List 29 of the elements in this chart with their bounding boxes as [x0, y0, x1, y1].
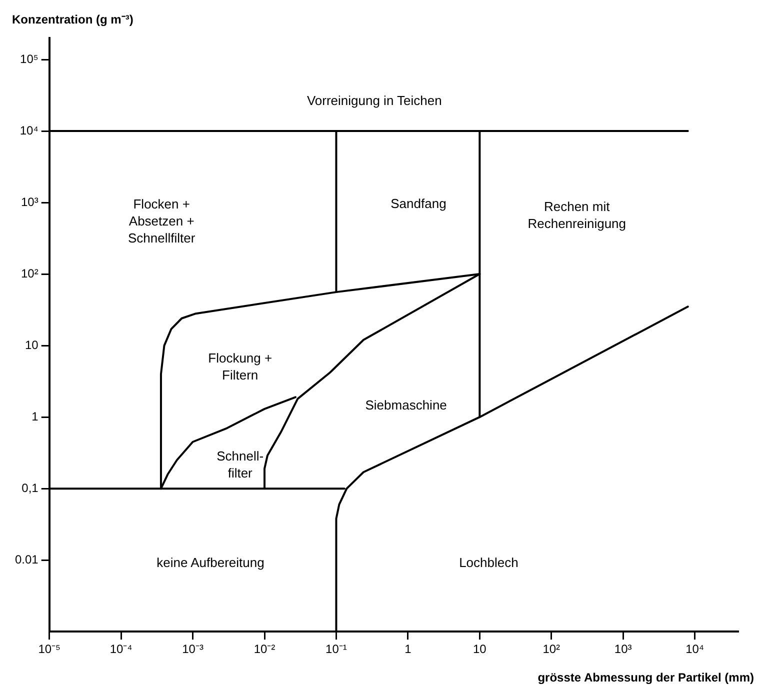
y-tick-label: 10 — [24, 338, 39, 352]
y-tick-label: 0.01 — [14, 552, 39, 566]
x-tick-label: 10² — [542, 642, 560, 656]
x-tick-label: 10³ — [614, 642, 632, 656]
y-tick-label: 10³ — [21, 194, 38, 209]
x-tick-label: 10⁻⁴ — [110, 642, 132, 656]
annotation: Vorreinigung in Teichen — [306, 93, 442, 108]
y-tick-label: 10² — [21, 266, 38, 280]
x-tick-label: 10⁻² — [254, 642, 276, 656]
y-tick-label: 1 — [32, 409, 39, 424]
x-tick-label: 10⁴ — [686, 642, 704, 656]
annotation: keine Aufbereitung — [156, 554, 264, 570]
y-axis-title: Konzentration (g m⁻³) — [12, 12, 134, 26]
x-tick-label: 10⁻⁵ — [38, 642, 61, 656]
x-tick-label: 10⁻¹ — [326, 642, 347, 656]
y-tick-label: 10⁵ — [20, 52, 38, 66]
annotation: Lochblech — [459, 554, 518, 570]
annotation: Siebmaschine — [365, 398, 447, 413]
x-tick-label: 1 — [404, 642, 412, 656]
annotation: Flockung + Filtern — [208, 350, 272, 383]
annotation: Schnell- filter — [216, 448, 264, 480]
x-axis-title: grösste Abmessung der Partikel (mm) — [538, 670, 754, 684]
y-tick-label: 10⁴ — [20, 123, 38, 138]
annotation: Rechen mit Rechenreinigung — [528, 199, 626, 232]
x-tick-label: 10⁻³ — [182, 642, 204, 656]
annotation: Flocken + Absetzen + Schnellfilter — [128, 196, 196, 246]
annotation: Sandfang — [390, 196, 446, 211]
x-tick-label: 10 — [472, 642, 487, 656]
y-tick-label: 0,1 — [22, 480, 39, 495]
